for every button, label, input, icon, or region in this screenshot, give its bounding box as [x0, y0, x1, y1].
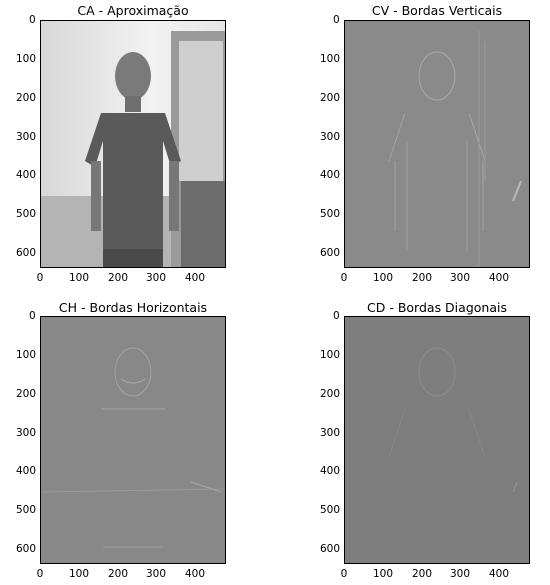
y-tick-label: 100 [320, 53, 341, 65]
x-tick-label: 200 [107, 272, 129, 284]
x-tick-label: 0 [36, 272, 44, 284]
approximation-image [40, 20, 226, 268]
x-tick-label: 100 [68, 272, 90, 284]
y-tick-label: 0 [333, 310, 340, 322]
y-tick-label: 200 [16, 388, 37, 400]
panel-title: CD - Bordas Diagonais [367, 300, 507, 315]
x-tick-label: 0 [340, 272, 348, 284]
x-tick-label: 300 [449, 568, 471, 580]
vertical-edges-image [344, 20, 530, 268]
x-tick-label: 100 [372, 272, 394, 284]
y-tick-label: 500 [320, 208, 341, 220]
diagonal-edges-image [344, 316, 530, 564]
x-tick-label: 300 [145, 272, 167, 284]
x-tick-label: 0 [340, 568, 348, 580]
horizontal-edges-image [40, 316, 226, 564]
y-tick-label: 400 [16, 169, 37, 181]
panel-title: CA - Aproximação [77, 3, 189, 18]
x-tick-label: 200 [411, 272, 433, 284]
x-tick-label: 400 [184, 272, 206, 284]
x-tick-label: 200 [411, 568, 433, 580]
y-tick-label: 100 [16, 53, 37, 65]
y-tick-label: 100 [16, 349, 37, 361]
y-tick-label: 500 [16, 504, 37, 516]
y-tick-label: 100 [320, 349, 341, 361]
y-tick-label: 0 [333, 14, 340, 26]
x-tick-label: 400 [184, 568, 206, 580]
y-tick-label: 400 [320, 169, 341, 181]
y-tick-label: 400 [16, 465, 37, 477]
y-tick-label: 300 [16, 131, 37, 143]
y-tick-label: 0 [29, 310, 36, 322]
x-tick-label: 100 [68, 568, 90, 580]
panel-title: CH - Bordas Horizontais [58, 300, 208, 315]
panel-title: CV - Bordas Verticais [371, 3, 503, 18]
y-tick-label: 500 [16, 208, 37, 220]
y-tick-label: 300 [16, 427, 37, 439]
y-tick-label: 200 [320, 92, 341, 104]
y-tick-label: 500 [320, 504, 341, 516]
y-tick-label: 600 [16, 543, 37, 555]
x-tick-label: 300 [449, 272, 471, 284]
y-tick-label: 200 [16, 92, 37, 104]
x-tick-label: 300 [145, 568, 167, 580]
x-tick-label: 400 [488, 568, 510, 580]
x-tick-label: 100 [372, 568, 394, 580]
y-tick-label: 600 [16, 247, 37, 259]
y-tick-label: 600 [320, 247, 341, 259]
y-tick-label: 200 [320, 388, 341, 400]
y-tick-label: 400 [320, 465, 341, 477]
x-tick-label: 0 [36, 568, 44, 580]
x-tick-label: 400 [488, 272, 510, 284]
y-tick-label: 300 [320, 427, 341, 439]
y-tick-label: 0 [29, 14, 36, 26]
y-tick-label: 300 [320, 131, 341, 143]
y-tick-label: 600 [320, 543, 341, 555]
x-tick-label: 200 [107, 568, 129, 580]
